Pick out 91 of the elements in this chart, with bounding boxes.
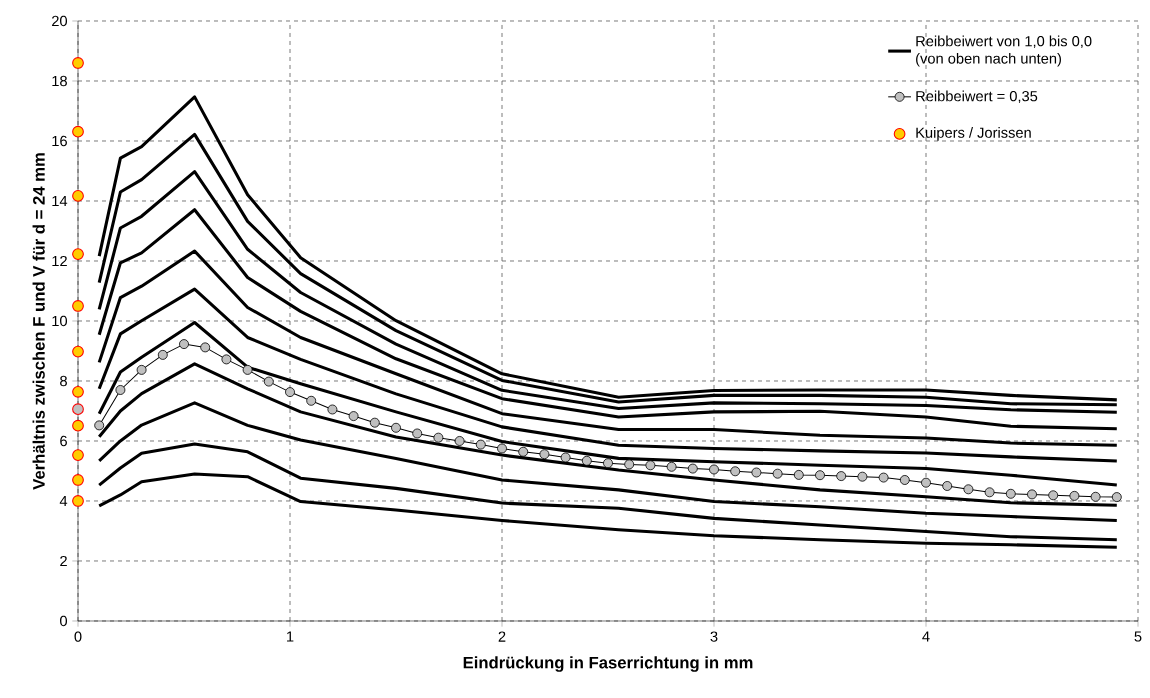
point [921, 477, 931, 488]
point [72, 403, 84, 416]
y-tick-label: 0 [60, 615, 68, 627]
line-series [97, 249, 1119, 447]
point [72, 345, 84, 358]
point [475, 439, 486, 450]
point [242, 364, 253, 375]
point [560, 452, 571, 463]
point [603, 458, 613, 469]
line-series [97, 170, 1119, 414]
y-tick-label: 4 [59, 495, 68, 507]
point [581, 455, 592, 466]
point [984, 487, 995, 498]
x-tick-label: 3 [710, 631, 718, 642]
point [899, 475, 910, 485]
point [115, 385, 126, 395]
x-tick-label: 5 [1134, 631, 1142, 642]
point [857, 471, 868, 482]
point [454, 436, 465, 446]
point [687, 463, 698, 474]
point [327, 404, 338, 415]
point [391, 422, 401, 433]
x-tick-label: 1 [287, 631, 294, 642]
x-tick-label: 4 [922, 631, 930, 642]
x-tick-label: 0 [74, 631, 82, 642]
point [539, 449, 550, 460]
point [72, 300, 84, 312]
point [751, 467, 762, 478]
point [963, 484, 974, 495]
point [1090, 491, 1101, 502]
point [497, 443, 507, 454]
point [157, 349, 168, 360]
y-tick-label: 20 [52, 15, 68, 27]
point [1005, 488, 1016, 499]
point [878, 472, 889, 483]
point [72, 419, 84, 432]
point [306, 395, 317, 406]
line-series [97, 287, 1119, 463]
point [221, 354, 232, 365]
point [1048, 490, 1059, 501]
point [72, 474, 84, 486]
point [645, 460, 656, 471]
x-tick-label: 2 [498, 631, 506, 642]
y-tick-label: 8 [60, 375, 67, 387]
point [200, 342, 211, 353]
point [1111, 492, 1122, 503]
point [518, 446, 529, 457]
y-tick-label: 6 [60, 435, 67, 447]
line-series [97, 442, 1119, 542]
point [136, 364, 147, 375]
x-axis-title: Eindrückung in Faserrichtung in mm [463, 656, 753, 672]
y-axis-title: Verhältnis zwischen F und V für d = 24 mm [32, 153, 45, 490]
y-tick-label: 10 [52, 315, 68, 327]
point [72, 57, 84, 69]
point [72, 190, 84, 202]
point [72, 385, 84, 398]
point [730, 466, 741, 477]
point [285, 387, 295, 398]
point [72, 125, 84, 138]
point [72, 449, 84, 461]
point [666, 461, 677, 472]
point [772, 468, 783, 479]
point [709, 464, 719, 475]
point [348, 411, 359, 422]
point [836, 471, 847, 482]
point [263, 376, 274, 387]
point [369, 417, 380, 428]
point [433, 432, 444, 443]
point [72, 248, 84, 260]
point [1027, 489, 1037, 500]
point [412, 428, 423, 439]
y-tick-label: 18 [52, 75, 67, 87]
legend-label: Kuipers / Jorissen [916, 127, 1031, 141]
y-tick-label: 2 [60, 555, 67, 567]
line-series [97, 401, 1119, 523]
legend-label: Reibbeiwert = 0,35 [916, 90, 1038, 104]
point [72, 495, 84, 507]
point [815, 470, 825, 481]
point [94, 420, 105, 431]
legend-label: Reibbeiwert von 1,0 bis 0,0 (von oben nach unten) [916, 35, 1092, 67]
line-series [97, 208, 1119, 431]
point [793, 469, 804, 480]
line-series [97, 362, 1119, 507]
y-tick-label: 16 [52, 135, 67, 147]
point [179, 339, 189, 350]
y-tick-label: 12 [52, 255, 67, 267]
y-tick-label: 14 [52, 195, 68, 207]
point [1069, 490, 1080, 501]
line-series [97, 472, 1119, 549]
point [942, 481, 953, 491]
point [624, 459, 635, 470]
